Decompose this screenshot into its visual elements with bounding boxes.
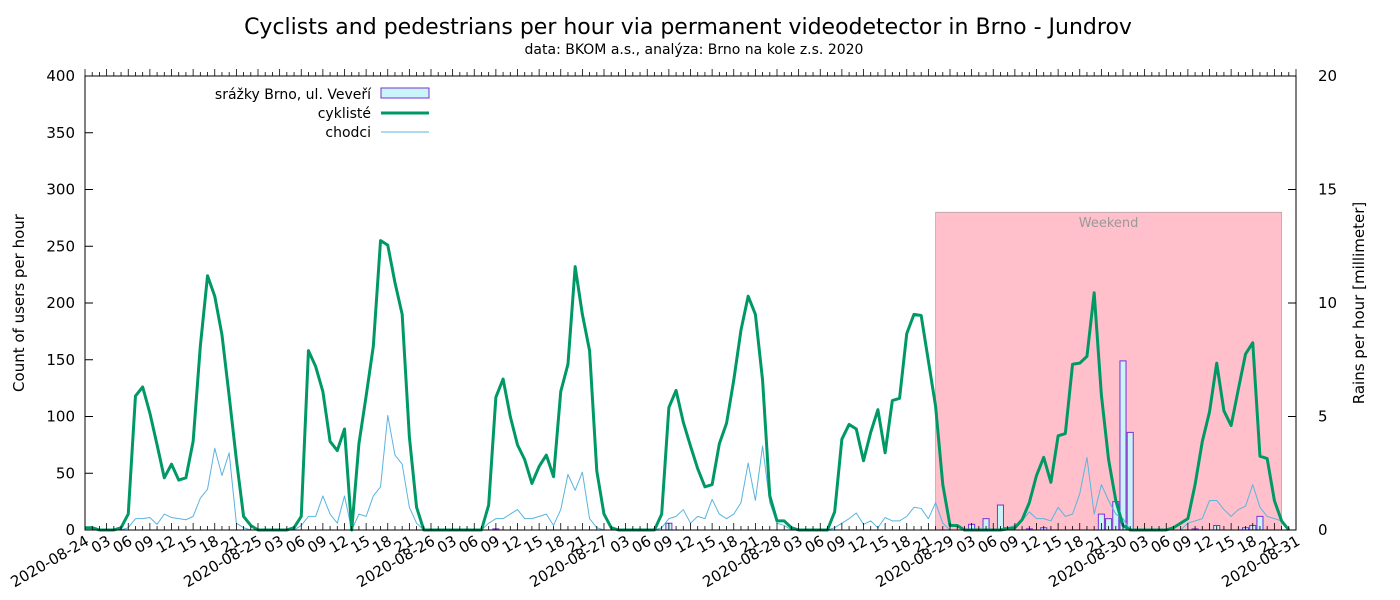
hour-tick-label: 09	[996, 532, 1022, 557]
hour-tick-label: 09	[823, 532, 849, 557]
hour-tick-label: 03	[88, 532, 114, 557]
hour-tick-label: 03	[1126, 532, 1152, 557]
hour-tick-label: 06	[110, 532, 136, 557]
hour-tick-label: 15	[1213, 532, 1239, 557]
y2-tick-label: 10	[1318, 294, 1337, 312]
y2-tick-label: 20	[1318, 67, 1337, 85]
hour-tick-label: 03	[434, 532, 460, 557]
hour-tick-label: 06	[802, 532, 828, 557]
hour-tick-label: 06	[975, 532, 1001, 557]
hour-tick-label: 09	[1169, 532, 1195, 557]
hour-tick-label: 06	[629, 532, 655, 557]
hour-tick-label: 12	[1018, 532, 1044, 557]
y2-axis-label: Rains per hour [millimeter]	[1350, 202, 1368, 404]
hour-tick-label: 09	[650, 532, 676, 557]
chart-title: Cyclists and pedestrians per hour via pe…	[244, 15, 1132, 40]
legend-label-rain: srážky Brno, ul. Veveří	[215, 87, 372, 103]
hour-tick-label: 09	[131, 532, 157, 557]
y-tick-label: 250	[46, 237, 75, 255]
hour-tick-label: 15	[348, 532, 374, 557]
rain-bar	[1119, 360, 1127, 531]
y-tick-label: 150	[46, 351, 75, 369]
hour-tick-label: 12	[153, 532, 179, 557]
legend-swatch-rain	[380, 87, 430, 99]
legend-label-cyclists: cyklisté	[318, 106, 371, 122]
hour-tick-label: 12	[1191, 532, 1217, 557]
hour-tick-label: 15	[867, 532, 893, 557]
rain-bar	[1126, 431, 1134, 531]
hour-tick-label: 03	[953, 532, 979, 557]
hour-tick-label: 12	[845, 532, 871, 557]
hour-tick-label: 09	[477, 532, 503, 557]
chart-subtitle: data: BKOM a.s., analýza: Brno na kole z…	[525, 42, 864, 58]
weekend-band	[935, 211, 1282, 531]
hour-tick-label: 03	[607, 532, 633, 557]
date-tick-label: 2020-08-24	[7, 532, 92, 591]
y-tick-label: 0	[65, 521, 75, 539]
y-tick-label: 50	[56, 464, 75, 482]
hour-tick-label: 06	[1148, 532, 1174, 557]
legend-label-pedestrians: chodci	[325, 125, 371, 141]
hour-tick-label: 12	[326, 532, 352, 557]
y2-tick-label: 0	[1318, 521, 1328, 539]
y-axis-label: Count of users per hour	[10, 213, 28, 392]
hour-tick-label: 03	[780, 532, 806, 557]
y2-tick-label: 15	[1318, 181, 1337, 199]
hour-tick-label: 06	[456, 532, 482, 557]
hour-tick-label: 12	[499, 532, 525, 557]
y-tick-label: 200	[46, 294, 75, 312]
y-tick-label: 100	[46, 408, 75, 426]
y-tick-label: 400	[46, 67, 75, 85]
hour-tick-label: 15	[694, 532, 720, 557]
y-tick-label: 300	[46, 181, 75, 199]
y-tick-label: 350	[46, 124, 75, 142]
legend: srážky Brno, ul. Veveří cyklisté chodci	[215, 87, 430, 141]
hour-tick-label: 06	[283, 532, 309, 557]
y2-tick-label: 5	[1318, 408, 1328, 426]
weekend-label: Weekend	[1079, 216, 1139, 231]
hour-tick-label: 09	[304, 532, 330, 557]
hour-tick-label: 12	[672, 532, 698, 557]
hour-tick-label: 03	[261, 532, 287, 557]
hour-tick-label: 15	[521, 532, 547, 557]
hour-tick-label: 15	[1040, 532, 1066, 557]
hour-tick-label: 15	[175, 532, 201, 557]
